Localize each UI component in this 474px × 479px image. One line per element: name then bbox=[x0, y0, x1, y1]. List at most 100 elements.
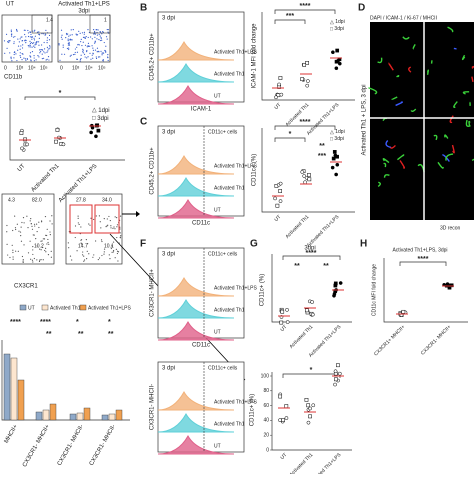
dot bbox=[301, 78, 304, 81]
flow-dot bbox=[31, 39, 32, 40]
flow-dot bbox=[39, 52, 40, 53]
flow-dot bbox=[35, 44, 36, 45]
flow-dot bbox=[13, 43, 14, 44]
gate-value: 27.8 bbox=[76, 197, 86, 203]
flow-dot bbox=[32, 249, 33, 250]
flow-dot bbox=[27, 30, 28, 31]
dot bbox=[311, 300, 314, 303]
flow-dot bbox=[46, 243, 47, 244]
flow-dot bbox=[81, 58, 82, 59]
flow-dot bbox=[46, 42, 47, 43]
dot bbox=[331, 51, 334, 54]
significance: ** bbox=[46, 331, 52, 338]
flow-dot bbox=[44, 42, 45, 43]
flow-dot bbox=[77, 34, 78, 35]
flow-dot bbox=[58, 44, 59, 45]
flow-dot bbox=[48, 244, 49, 245]
flow-dot bbox=[117, 224, 118, 225]
flow-dot bbox=[6, 48, 7, 49]
flow-dot bbox=[100, 221, 101, 222]
flow-dot bbox=[88, 46, 89, 47]
flow-dot bbox=[8, 40, 9, 41]
flow-dot bbox=[76, 33, 77, 34]
flow-dot bbox=[88, 223, 89, 224]
flow-dot bbox=[30, 36, 31, 37]
flow-dot bbox=[103, 59, 104, 60]
flow-dot bbox=[68, 39, 69, 40]
flow-dot bbox=[87, 56, 88, 57]
axis-label: CD11c+ (%) bbox=[250, 394, 256, 426]
flow-dot bbox=[14, 41, 15, 42]
flow-dot bbox=[20, 52, 21, 53]
flow-dot bbox=[15, 229, 16, 230]
flow-dot bbox=[92, 53, 93, 54]
flow-dot bbox=[14, 54, 15, 55]
arrow-head bbox=[136, 211, 140, 217]
flow-dot bbox=[101, 38, 102, 39]
flow-dot bbox=[83, 37, 84, 38]
flow-dot bbox=[34, 57, 35, 58]
flow-dot bbox=[75, 48, 76, 49]
flow-dot bbox=[29, 45, 30, 46]
flow-dot bbox=[69, 42, 70, 43]
flow-dot bbox=[48, 254, 49, 255]
flow-dot bbox=[98, 56, 99, 57]
dot bbox=[333, 383, 336, 386]
flow-dot bbox=[75, 237, 76, 238]
flow-dot bbox=[63, 47, 64, 48]
flow-dot bbox=[113, 250, 114, 251]
flow-dot bbox=[30, 52, 31, 53]
axis-label: CX3CR1 bbox=[14, 284, 38, 290]
flow-dot bbox=[120, 216, 121, 217]
flow-dot bbox=[48, 48, 49, 49]
flow-dot bbox=[51, 215, 52, 216]
flow-dot bbox=[86, 258, 87, 259]
cell bbox=[428, 70, 429, 75]
header: Activated Th1+LPS bbox=[58, 2, 109, 8]
header: UT bbox=[6, 2, 14, 8]
flow-dot bbox=[79, 44, 80, 45]
bar bbox=[116, 410, 122, 420]
flow-dot bbox=[117, 260, 118, 261]
flow-dot bbox=[80, 60, 81, 61]
dot bbox=[334, 378, 337, 381]
flow-dot bbox=[37, 55, 38, 56]
flow-dot bbox=[31, 42, 32, 43]
flow-dot bbox=[104, 50, 105, 51]
bar bbox=[4, 354, 10, 420]
flow-dot bbox=[16, 60, 17, 61]
flow-dot bbox=[106, 36, 107, 37]
dot bbox=[279, 189, 282, 192]
hist-ylabel: CX3CR1- MHCII+ bbox=[150, 269, 156, 317]
flow-dot bbox=[64, 54, 65, 55]
panel-label: F bbox=[140, 239, 146, 250]
flow-dot bbox=[7, 254, 8, 255]
flow-dot bbox=[32, 254, 33, 255]
dot bbox=[334, 282, 337, 285]
tick: 0 bbox=[60, 65, 63, 71]
flow-dot bbox=[9, 52, 10, 53]
flow-dot bbox=[25, 30, 26, 31]
legend: UT bbox=[28, 305, 35, 311]
legend: △ 1dpi bbox=[330, 19, 345, 25]
flow-dot bbox=[93, 254, 94, 255]
dot bbox=[23, 138, 26, 141]
flow-dot bbox=[35, 238, 36, 239]
flow-dot bbox=[30, 218, 31, 219]
flow-dot bbox=[89, 46, 90, 47]
dot bbox=[273, 197, 276, 200]
flow-dot bbox=[100, 35, 101, 36]
flow-dot bbox=[74, 54, 75, 55]
hist-title: 3 dpi bbox=[162, 130, 175, 136]
dot bbox=[332, 294, 335, 297]
dot bbox=[90, 131, 93, 134]
flow-dot bbox=[50, 234, 51, 235]
bar bbox=[50, 404, 56, 420]
legend-text: 3dpi bbox=[334, 26, 343, 32]
flow-dot bbox=[115, 216, 116, 217]
flow-dot bbox=[33, 38, 34, 39]
flow-dot bbox=[91, 45, 92, 46]
y-tick-label: 0 bbox=[266, 447, 269, 453]
flow-dot bbox=[45, 30, 46, 31]
flow-dot bbox=[9, 257, 10, 258]
